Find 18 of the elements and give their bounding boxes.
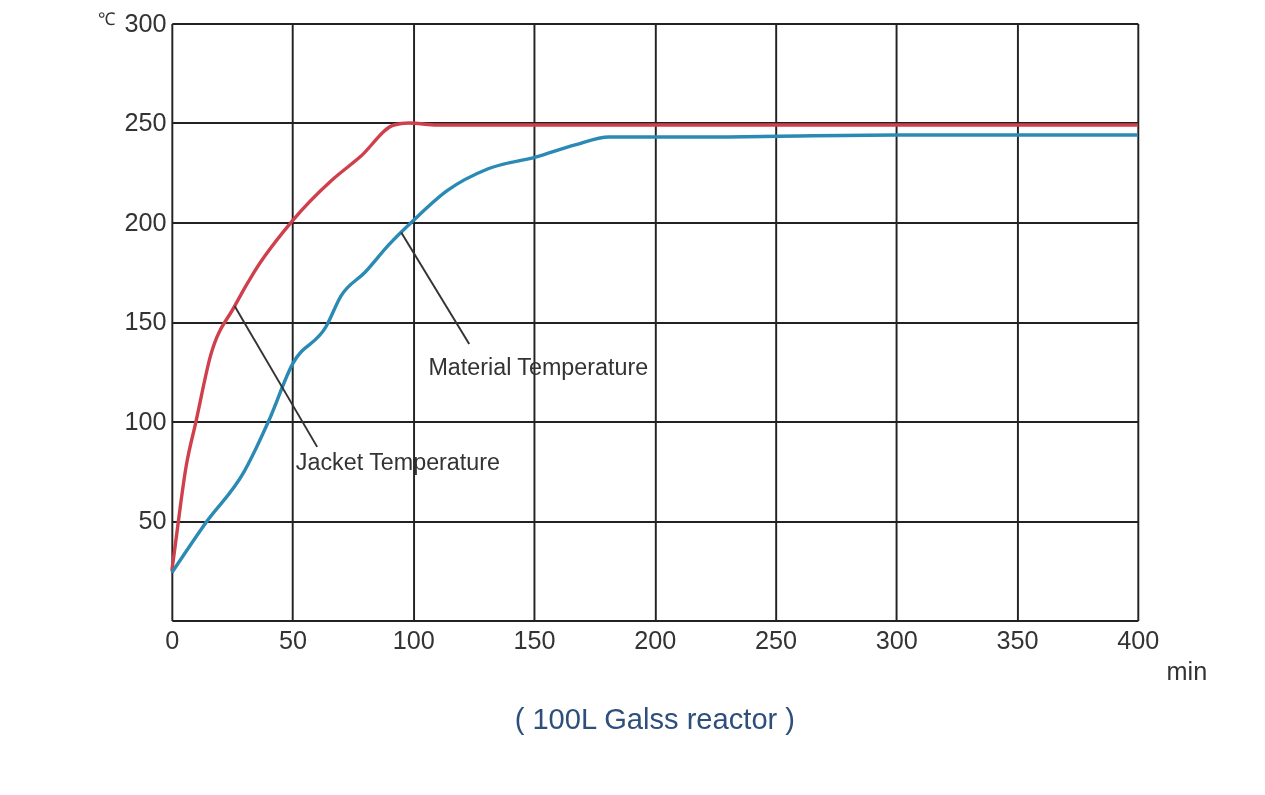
x-tick-label: 50 — [279, 626, 308, 655]
y-tick-label: 50 — [138, 506, 167, 535]
x-axis-title: min — [1166, 657, 1208, 686]
x-tick-label: 100 — [392, 626, 435, 655]
y-axis-title: ℃ — [97, 8, 115, 29]
x-tick-label: 150 — [513, 626, 556, 655]
y-tick-label: 150 — [124, 307, 167, 336]
text: ( 100L Galss reactor ) — [514, 703, 796, 736]
y-tick-label: 100 — [124, 406, 167, 435]
x-tick-label: 0 — [165, 626, 180, 655]
x-tick-label: 250 — [755, 626, 798, 655]
x-tick-label: 350 — [996, 626, 1039, 655]
y-tick-label: 200 — [124, 207, 167, 236]
y-tick-label: 250 — [124, 108, 167, 137]
y-tick-label: 300 — [124, 8, 167, 37]
x-tick-label: 400 — [1117, 626, 1160, 655]
x-tick-label: 300 — [875, 626, 918, 655]
x-tick-label: 200 — [634, 626, 677, 655]
